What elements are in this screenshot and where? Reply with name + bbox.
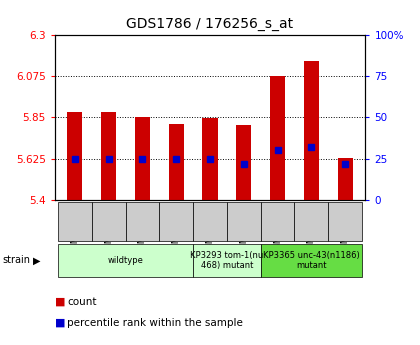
FancyBboxPatch shape — [261, 202, 294, 241]
FancyBboxPatch shape — [261, 244, 362, 277]
Text: KP3365 unc-43(n1186)
mutant: KP3365 unc-43(n1186) mutant — [263, 251, 360, 270]
FancyBboxPatch shape — [159, 202, 193, 241]
Bar — [101, 112, 116, 200]
Text: wildtype: wildtype — [108, 256, 144, 265]
FancyBboxPatch shape — [227, 202, 261, 241]
FancyBboxPatch shape — [58, 202, 92, 241]
FancyBboxPatch shape — [58, 244, 193, 277]
Text: percentile rank within the sample: percentile rank within the sample — [67, 318, 243, 327]
Bar — [338, 158, 353, 200]
Text: ■: ■ — [55, 297, 65, 307]
Bar — [304, 61, 319, 200]
Text: count: count — [67, 297, 97, 307]
Bar — [236, 125, 252, 200]
Text: strain: strain — [2, 256, 30, 265]
FancyBboxPatch shape — [294, 202, 328, 241]
Bar — [67, 112, 82, 200]
Text: ■: ■ — [55, 318, 65, 327]
Text: ▶: ▶ — [33, 256, 40, 265]
Text: KP3293 tom-1(nu
468) mutant: KP3293 tom-1(nu 468) mutant — [190, 251, 263, 270]
Bar — [168, 124, 184, 200]
FancyBboxPatch shape — [92, 202, 126, 241]
Bar — [135, 117, 150, 200]
FancyBboxPatch shape — [193, 244, 261, 277]
Title: GDS1786 / 176256_s_at: GDS1786 / 176256_s_at — [126, 17, 294, 31]
FancyBboxPatch shape — [328, 202, 362, 241]
FancyBboxPatch shape — [193, 202, 227, 241]
FancyBboxPatch shape — [126, 202, 159, 241]
Bar — [202, 118, 218, 200]
Bar — [270, 76, 285, 200]
